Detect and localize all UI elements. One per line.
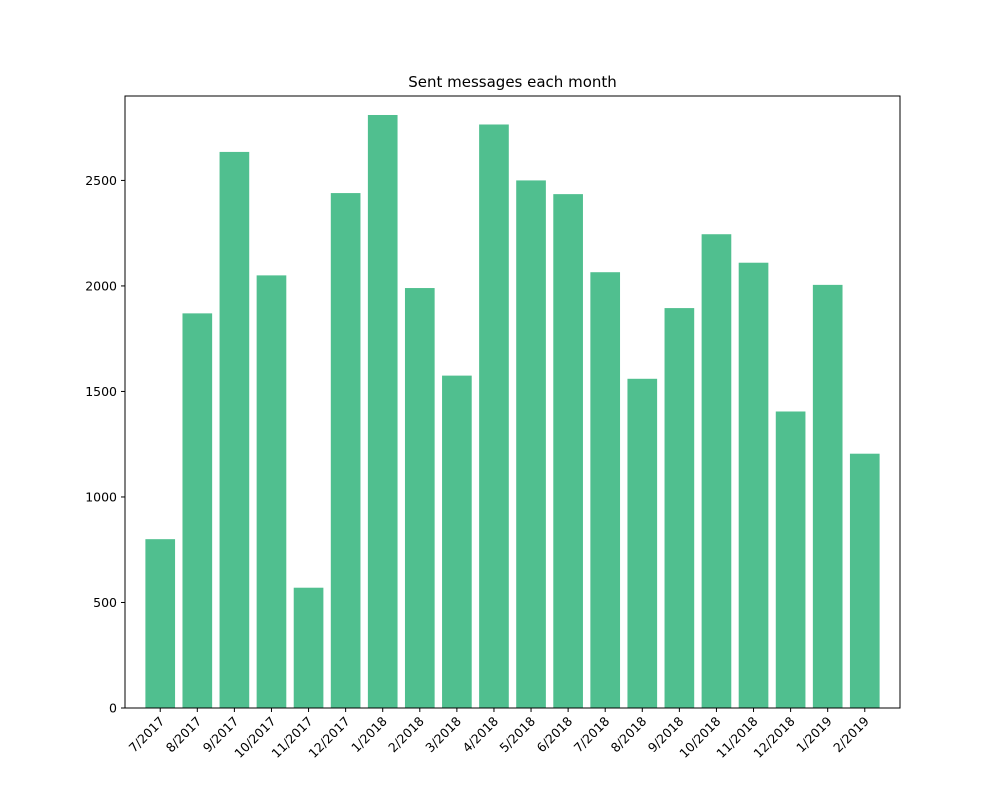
chart-title: Sent messages each month — [408, 73, 617, 91]
bar-11-2017 — [293, 587, 324, 708]
bar-7-2017 — [145, 539, 176, 708]
x-tick-label: 7/2018 — [571, 713, 613, 755]
x-tick-label: 12/2017 — [305, 714, 352, 761]
x-tick-label: 4/2018 — [459, 713, 501, 755]
bar-11-2018 — [738, 262, 769, 708]
y-tick-label: 2000 — [85, 278, 117, 293]
bar-12-2017 — [330, 193, 361, 708]
bar-3-2018 — [442, 375, 472, 708]
bar-4-2018 — [479, 124, 509, 709]
y-axis: 0 500 1000 1500 2000 2500 — [85, 173, 125, 716]
y-tick-label: 500 — [93, 595, 117, 610]
x-tick-label: 8/2018 — [608, 713, 650, 755]
bar-8-2018 — [627, 378, 658, 708]
x-tick-label: 3/2018 — [422, 713, 464, 755]
bar-1-2019 — [812, 284, 843, 708]
x-axis: 7/20178/20179/201710/201711/201712/20171… — [126, 708, 872, 761]
bar-6-2018 — [553, 194, 583, 708]
x-tick-label: 5/2018 — [496, 713, 538, 755]
y-tick-label: 0 — [109, 701, 117, 716]
bar-12-2018 — [775, 411, 806, 708]
x-tick-label: 7/2017 — [126, 714, 168, 756]
bar-7-2018 — [590, 272, 621, 708]
bar-8-2017 — [182, 313, 213, 708]
bar-2-2019 — [849, 453, 880, 708]
y-tick-label: 2500 — [85, 173, 117, 188]
x-tick-label: 6/2018 — [534, 713, 576, 755]
plot-frame — [124, 95, 901, 709]
y-tick-label: 1500 — [85, 384, 117, 399]
bar-9-2017 — [219, 151, 250, 708]
bar-5-2018 — [516, 180, 546, 708]
y-tick-label: 1000 — [85, 489, 117, 504]
bar-1-2018 — [367, 114, 398, 708]
bar-9-2018 — [664, 308, 695, 708]
x-tick-label: 12/2018 — [750, 713, 797, 760]
x-tick-label: 8/2017 — [163, 714, 205, 756]
x-tick-label: 1/2019 — [793, 713, 835, 755]
bar-10-2017 — [256, 275, 287, 708]
bars-group — [145, 114, 880, 709]
bar-10-2018 — [701, 234, 732, 708]
bar-2-2018 — [404, 288, 435, 708]
x-tick-label: 2/2019 — [830, 713, 872, 755]
x-tick-label: 2/2018 — [385, 713, 427, 755]
x-tick-label: 1/2018 — [348, 713, 390, 755]
